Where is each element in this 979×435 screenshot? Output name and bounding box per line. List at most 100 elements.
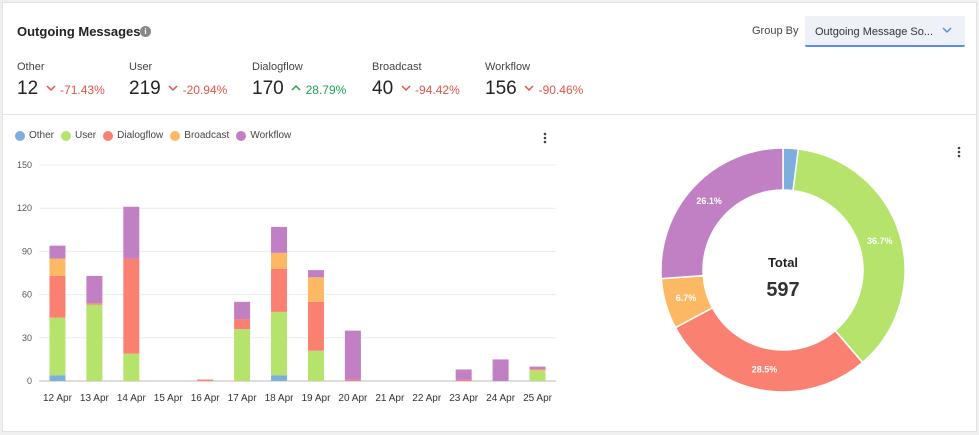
legend-item-other[interactable]: Other (15, 130, 54, 141)
bar-segment[interactable] (234, 301, 251, 320)
legend-item-broadcast[interactable]: Broadcast (170, 130, 229, 141)
donut-slice[interactable] (660, 147, 784, 280)
card-title: Outgoing Messages (17, 24, 141, 39)
donut-center-value: 597 (766, 279, 799, 301)
bar-segment[interactable] (86, 304, 103, 381)
stat-value: 170 (252, 78, 284, 99)
stat-other: Other 12 -71.43% (17, 61, 105, 100)
bar-segment[interactable] (529, 369, 546, 371)
legend-item-user[interactable]: User (61, 130, 96, 141)
bar-segment[interactable] (271, 252, 288, 269)
bar-segment[interactable] (271, 311, 288, 376)
bar-segment[interactable] (455, 379, 472, 381)
x-tick-label: 12 Apr (43, 393, 73, 404)
slice-label: 26.1% (696, 196, 722, 206)
bar-segment[interactable] (529, 370, 546, 381)
x-tick-label: 20 Apr (338, 393, 368, 404)
donut-chart: 36.7% 28.5% 6.7% 26.1% Total 597 (660, 147, 906, 393)
more-vertical-icon[interactable] (957, 146, 961, 158)
x-tick-label: 22 Apr (412, 393, 442, 404)
arrow-down-icon (168, 85, 178, 92)
donut-slice[interactable] (674, 306, 864, 393)
stat-value: 12 (17, 78, 39, 99)
bar-segment[interactable] (455, 369, 472, 380)
info-icon[interactable]: i (140, 26, 151, 37)
bar-segment[interactable] (344, 330, 361, 380)
y-tick-label: 30 (22, 333, 32, 343)
legend-label: User (75, 130, 97, 141)
legend-item-dialogflow[interactable]: Dialogflow (103, 130, 163, 141)
bar-segment[interactable] (307, 277, 324, 302)
legend-swatch (170, 130, 181, 141)
bar-segment[interactable] (344, 379, 361, 381)
bar-segment[interactable] (271, 268, 288, 312)
bar-segment[interactable] (234, 329, 251, 381)
legend-swatch (61, 130, 72, 141)
stat-change: -94.42% (415, 83, 460, 97)
legend-label: Workflow (250, 130, 292, 141)
y-tick-label: 120 (17, 203, 32, 213)
bar-segment[interactable] (49, 258, 66, 276)
legend-item-workflow[interactable]: Workflow (236, 130, 291, 141)
x-tick-label: 23 Apr (449, 393, 479, 404)
stat-dialogflow: Dialogflow 170 28.79% (252, 61, 346, 100)
bar-segment[interactable] (197, 379, 214, 381)
stat-change: -90.46% (538, 83, 584, 97)
legend-label: Other (29, 130, 55, 141)
group-by-value: Outgoing Message So... (815, 26, 934, 38)
x-tick-label: 16 Apr (191, 393, 221, 404)
bar-segment[interactable] (49, 245, 66, 259)
bar-segment[interactable] (529, 366, 546, 370)
bar-segment[interactable] (49, 317, 66, 376)
slice-label: 36.7% (867, 236, 893, 246)
donut-center-label: Total (768, 255, 798, 270)
legend-swatch (236, 130, 247, 141)
legend-label: Broadcast (184, 130, 230, 141)
x-tick-label: 15 Apr (154, 393, 184, 404)
y-tick-label: 150 (17, 160, 32, 170)
group-by-select[interactable]: Outgoing Message So... (805, 16, 965, 47)
stat-value: 219 (129, 78, 161, 99)
legend-swatch (103, 130, 114, 141)
bar-segment[interactable] (271, 226, 288, 253)
x-tick-label: 24 Apr (486, 393, 516, 404)
stat-value: 40 (372, 78, 394, 99)
bar-segment[interactable] (123, 353, 140, 381)
bar-segment[interactable] (307, 270, 324, 278)
bar-segment[interactable] (307, 301, 324, 351)
stat-change: -71.43% (60, 83, 105, 97)
x-tick-label: 17 Apr (228, 393, 258, 404)
stat-label: Other (17, 61, 45, 73)
bar-segment[interactable] (123, 258, 140, 354)
chevron-down-icon (942, 27, 952, 34)
bar-segment[interactable] (49, 375, 66, 381)
stat-change: -20.94% (182, 83, 228, 97)
arrow-down-icon (401, 85, 411, 92)
y-tick-label: 60 (22, 290, 32, 300)
slice-label: 28.5% (752, 364, 778, 374)
x-tick-label: 14 Apr (117, 393, 147, 404)
stat-value: 156 (485, 78, 517, 99)
bar-segment[interactable] (492, 359, 509, 381)
stat-label: Dialogflow (252, 61, 303, 73)
x-tick-label: 13 Apr (80, 393, 110, 404)
stat-label: User (129, 61, 153, 73)
bar-segment[interactable] (234, 319, 251, 330)
x-tick-label: 21 Apr (375, 393, 405, 404)
y-tick-label: 0 (27, 376, 32, 386)
donut-slice[interactable] (792, 148, 906, 364)
legend-swatch (15, 130, 25, 141)
arrow-down-icon (524, 85, 534, 92)
bar-segment[interactable] (86, 275, 103, 304)
bar-segment[interactable] (307, 350, 324, 381)
bar-segment[interactable] (86, 303, 103, 305)
bar-segment[interactable] (123, 206, 140, 259)
group-by-label: Group By (752, 25, 799, 37)
bar-segment[interactable] (271, 375, 288, 381)
stat-change: 28.79% (305, 83, 347, 97)
x-tick-label: 25 Apr (523, 393, 553, 404)
more-vertical-icon[interactable] (543, 132, 547, 144)
arrow-down-icon (46, 85, 56, 92)
bar-segment[interactable] (49, 275, 66, 318)
